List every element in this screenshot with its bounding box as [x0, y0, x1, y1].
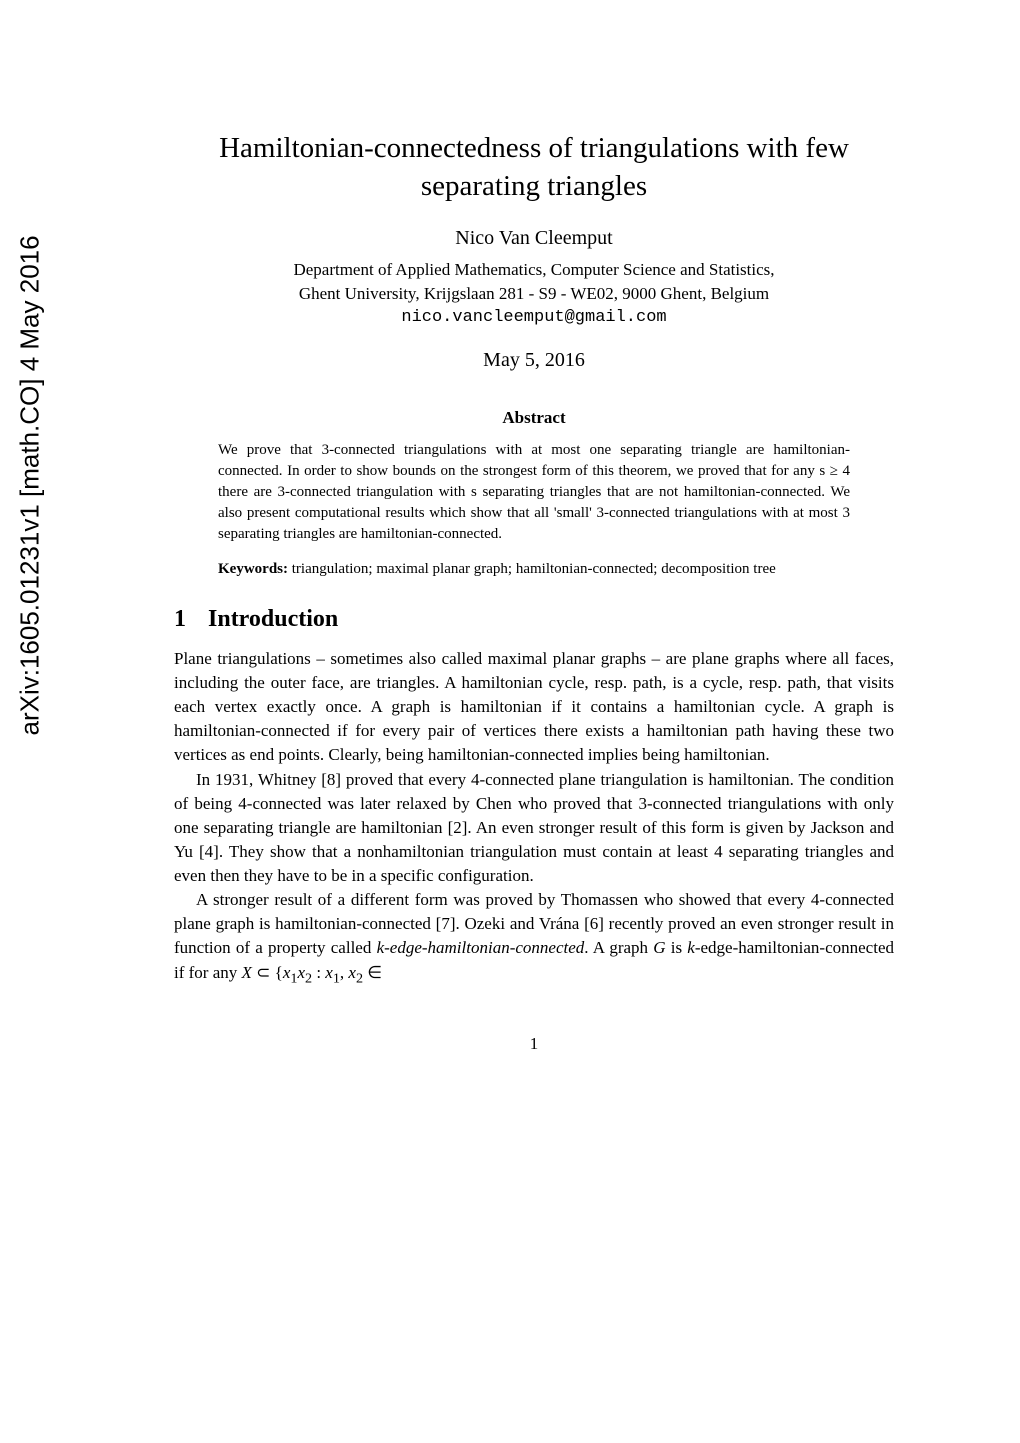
intro-p3-text: . A graph [584, 938, 653, 957]
arxiv-identifier: arXiv:1605.01231v1 [math.CO] 4 May 2016 [15, 235, 46, 735]
intro-p3-text: is [666, 938, 688, 957]
intro-p3-var: G [653, 938, 665, 957]
keywords: Keywords: triangulation; maximal planar … [218, 559, 850, 580]
intro-p3-text: ⊂ { [252, 963, 283, 982]
keywords-text: triangulation; maximal planar graph; ham… [288, 561, 776, 577]
intro-paragraph-3: A stronger result of a different form wa… [174, 888, 894, 988]
intro-p3-var: x [348, 963, 356, 982]
intro-p3-text: ∈ [363, 963, 382, 982]
section-1-heading: 1 Introduction [174, 606, 894, 633]
intro-p3-text: : [312, 963, 325, 982]
intro-p3-var: X [242, 963, 252, 982]
intro-p3-var: k [687, 938, 695, 957]
author-email: nico.vancleemput@gmail.com [174, 308, 894, 327]
section-1-title: Introduction [208, 606, 338, 632]
intro-paragraph-2: In 1931, Whitney [8] proved that every 4… [174, 768, 894, 889]
author-name: Nico Van Cleemput [174, 227, 894, 250]
intro-p3-var: x [297, 963, 305, 982]
affiliation-line-1: Department of Applied Mathematics, Compu… [174, 258, 894, 282]
keywords-label: Keywords: [218, 561, 288, 577]
paper-date: May 5, 2016 [174, 349, 894, 372]
intro-p3-term: k-edge-hamiltonian-connected [377, 938, 585, 957]
abstract-heading: Abstract [174, 408, 894, 428]
paper-title: Hamiltonian-connectedness of triangulati… [174, 130, 894, 205]
intro-p3-sub: 2 [356, 970, 363, 986]
intro-p3-sub: 1 [333, 970, 340, 986]
intro-p3-sub: 2 [305, 970, 312, 986]
page-number: 1 [174, 1034, 894, 1054]
section-1-number: 1 [174, 606, 186, 632]
intro-paragraph-1: Plane triangulations – sometimes also ca… [174, 647, 894, 768]
affiliation-line-2: Ghent University, Krijgslaan 281 - S9 - … [174, 282, 894, 306]
intro-p3-var: x [325, 963, 333, 982]
page-content: Hamiltonian-connectedness of triangulati… [174, 130, 894, 988]
abstract-paragraph-1: We prove that 3-connected triangulations… [218, 440, 850, 545]
